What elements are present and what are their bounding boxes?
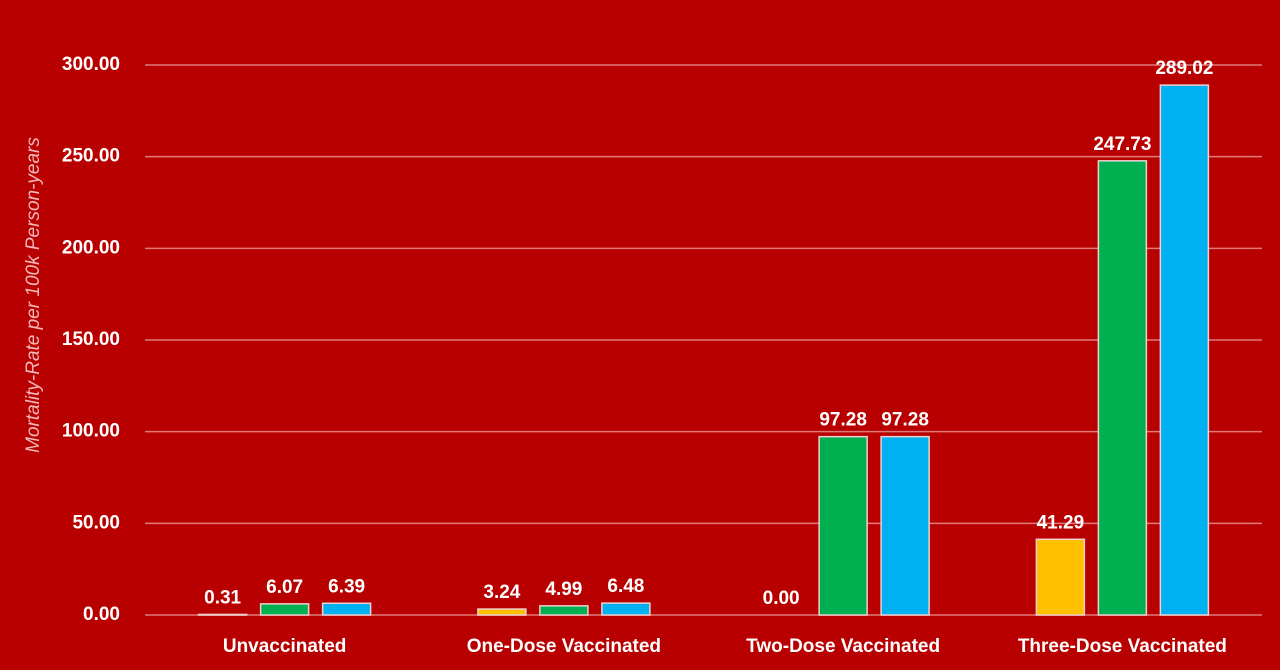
data-label: 4.99: [545, 579, 582, 600]
y-axis-label: Mortality-Rate per 100k Person-years: [23, 137, 44, 453]
data-label: 97.28: [819, 410, 867, 431]
x-tick-label: Two-Dose Vaccinated: [746, 636, 940, 657]
data-label: 6.48: [607, 576, 644, 597]
data-label: 6.07: [266, 577, 303, 598]
y-tick-label: 300.00: [62, 54, 120, 75]
bar: [477, 608, 527, 616]
y-tick-label: 250.00: [62, 146, 120, 167]
bar: [1097, 160, 1148, 616]
y-tick-label: 50.00: [72, 512, 120, 533]
bar: [880, 435, 930, 616]
x-tick-label: One-Dose Vaccinated: [467, 636, 661, 657]
x-tick-label: Unvaccinated: [223, 636, 347, 657]
y-tick-label: 200.00: [62, 237, 120, 258]
y-tick-label: 100.00: [62, 421, 120, 442]
y-tick-label: 0.00: [83, 604, 120, 625]
bar: [1035, 538, 1086, 616]
bar: [601, 602, 651, 616]
bar: [321, 602, 372, 616]
bar: [197, 613, 248, 616]
bar: [1159, 84, 1210, 616]
bar: [539, 605, 589, 616]
data-label: 6.39: [328, 576, 365, 597]
data-label: 97.28: [881, 410, 929, 431]
bar: [818, 435, 868, 616]
bar: [259, 603, 310, 616]
data-label: 3.24: [483, 582, 520, 603]
data-label: 41.29: [1037, 512, 1085, 533]
x-tick-label: Three-Dose Vaccinated: [1018, 636, 1227, 657]
y-tick-label: 150.00: [62, 329, 120, 350]
data-label: 247.73: [1093, 134, 1151, 155]
data-label: 289.02: [1155, 58, 1213, 79]
data-label: 0.00: [763, 588, 800, 609]
data-label: 0.31: [204, 587, 241, 608]
